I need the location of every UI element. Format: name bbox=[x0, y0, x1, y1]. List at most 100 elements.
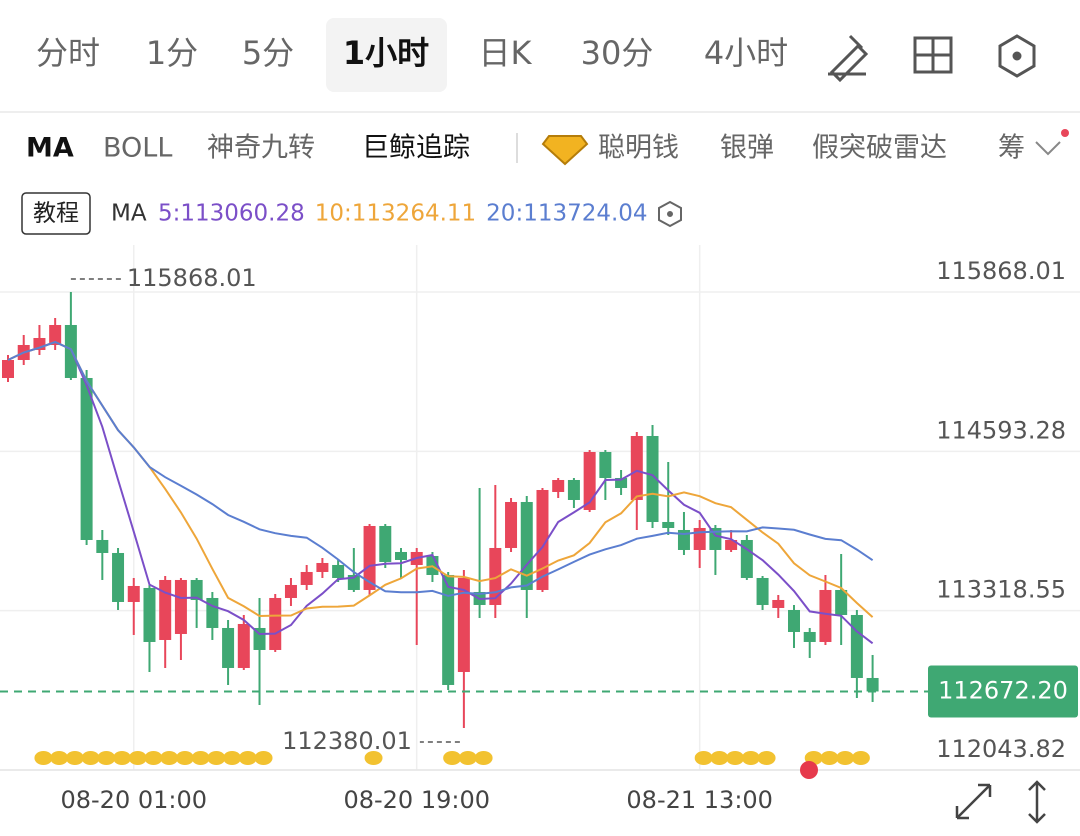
x-tick-label: 08-20 19:00 bbox=[343, 786, 490, 814]
candle-body bbox=[803, 631, 816, 642]
indicator[interactable]: 神奇九转 bbox=[207, 133, 315, 164]
whale-badge bbox=[175, 751, 194, 765]
candle-body bbox=[33, 337, 46, 350]
candle-body bbox=[536, 489, 549, 590]
indicator[interactable]: 巨鲸追踪 bbox=[362, 133, 470, 164]
y-tick-label: 112043.82 bbox=[936, 735, 1066, 763]
candle-body bbox=[284, 584, 297, 598]
tab[interactable]: 4小时 bbox=[704, 34, 788, 72]
ma-value: 20:113724.04 bbox=[486, 201, 647, 227]
candle-body bbox=[96, 539, 109, 553]
x-tick-label: 08-21 13:00 bbox=[626, 786, 773, 814]
indicator[interactable]: 筹 bbox=[998, 133, 1025, 164]
indicator[interactable]: MA bbox=[26, 133, 74, 164]
whale-badge bbox=[726, 751, 745, 765]
whale-badge bbox=[820, 751, 839, 765]
indicator[interactable]: BOLL bbox=[103, 133, 172, 164]
low-label: 112380.01 bbox=[282, 727, 412, 755]
candle-body bbox=[788, 609, 800, 632]
last-price-label: 112672.20 bbox=[938, 676, 1068, 704]
signal-dot bbox=[800, 761, 818, 779]
candle-body bbox=[505, 501, 518, 548]
ma-label: MA bbox=[111, 201, 147, 227]
y-tick-label: 114593.28 bbox=[936, 416, 1066, 444]
expand-icon[interactable] bbox=[955, 783, 992, 820]
candle-body bbox=[2, 359, 14, 378]
whale-badge bbox=[458, 751, 477, 765]
more-chevron[interactable] bbox=[1035, 141, 1061, 156]
whale-badge bbox=[65, 751, 84, 765]
whale-badge bbox=[836, 751, 855, 765]
whale-badge bbox=[113, 751, 132, 765]
candle-body bbox=[819, 589, 832, 642]
gem-icon bbox=[541, 135, 589, 166]
candle-body bbox=[772, 599, 785, 608]
indicator[interactable]: 银弹 bbox=[720, 133, 774, 164]
candle-body bbox=[567, 479, 580, 500]
candle-body bbox=[677, 529, 690, 550]
candle-body bbox=[222, 627, 235, 668]
candle-body bbox=[835, 589, 848, 615]
tutorial-button[interactable] bbox=[21, 192, 91, 235]
candle-body bbox=[725, 539, 738, 550]
settings-icon[interactable] bbox=[998, 34, 1036, 78]
candle-body bbox=[143, 587, 156, 642]
candle-body bbox=[395, 551, 407, 560]
whale-badge bbox=[710, 751, 729, 765]
chart: 08-20 01:00 08-20 19:00 08-21 13:00 115868.… bbox=[0, 245, 1080, 814]
ma-line bbox=[7, 340, 874, 618]
tab[interactable]: 30分 bbox=[581, 34, 654, 72]
whale-badge bbox=[81, 751, 100, 765]
indicator[interactable]: 假突破雷达 bbox=[812, 133, 947, 164]
x-tick-label: 08-20 01:00 bbox=[60, 786, 207, 814]
whale-badge bbox=[144, 751, 163, 765]
candle-body bbox=[363, 525, 376, 590]
candle-body bbox=[630, 435, 643, 500]
candle-body bbox=[662, 521, 675, 528]
whale-badge bbox=[191, 751, 210, 765]
candle-body bbox=[80, 377, 93, 540]
whale-badge bbox=[851, 751, 870, 765]
draw-icon[interactable] bbox=[828, 34, 869, 83]
whale-badge bbox=[694, 751, 713, 765]
ma-legend: 5:113060.28 10:113264.11 20:113724.04 bbox=[158, 201, 648, 227]
candle-body bbox=[850, 614, 863, 678]
y-tick-label: 113318.55 bbox=[936, 576, 1066, 604]
whale-badge bbox=[34, 751, 53, 765]
candle-body bbox=[709, 527, 722, 550]
whale-badge bbox=[474, 751, 493, 765]
whale-badge bbox=[207, 751, 226, 765]
candle-body bbox=[442, 574, 455, 685]
tab[interactable]: 分时 bbox=[36, 34, 100, 72]
tab-selected[interactable]: 1小时 bbox=[343, 34, 429, 72]
tab[interactable]: 日K bbox=[479, 34, 533, 72]
candle-body bbox=[269, 597, 282, 650]
candle-body bbox=[756, 577, 769, 605]
candle-body bbox=[49, 324, 62, 345]
candle-body bbox=[206, 597, 219, 628]
whale-badge bbox=[223, 751, 242, 765]
whale-badge bbox=[741, 751, 760, 765]
candle-body bbox=[379, 525, 392, 562]
candle-body bbox=[190, 579, 203, 600]
candle-body bbox=[457, 577, 470, 672]
candle-body bbox=[237, 623, 250, 668]
scale-icon[interactable] bbox=[1028, 780, 1046, 824]
layout-icon[interactable] bbox=[913, 36, 953, 74]
whale-badge bbox=[757, 751, 776, 765]
tab[interactable]: 5分 bbox=[242, 34, 294, 72]
candle-body bbox=[599, 451, 612, 478]
whale-badge bbox=[443, 751, 462, 765]
whale-badge bbox=[50, 751, 69, 765]
ma-line bbox=[7, 340, 874, 597]
candle-body bbox=[520, 501, 533, 590]
candle-body bbox=[552, 479, 565, 492]
whale-badge bbox=[238, 751, 257, 765]
ma-settings-icon[interactable] bbox=[658, 200, 682, 228]
candle-body bbox=[300, 571, 313, 585]
whale-badge bbox=[364, 751, 383, 765]
tab[interactable]: 1分 bbox=[146, 34, 198, 72]
indicator[interactable]: 聪明钱 bbox=[598, 133, 679, 164]
last-price-box bbox=[928, 665, 1078, 718]
